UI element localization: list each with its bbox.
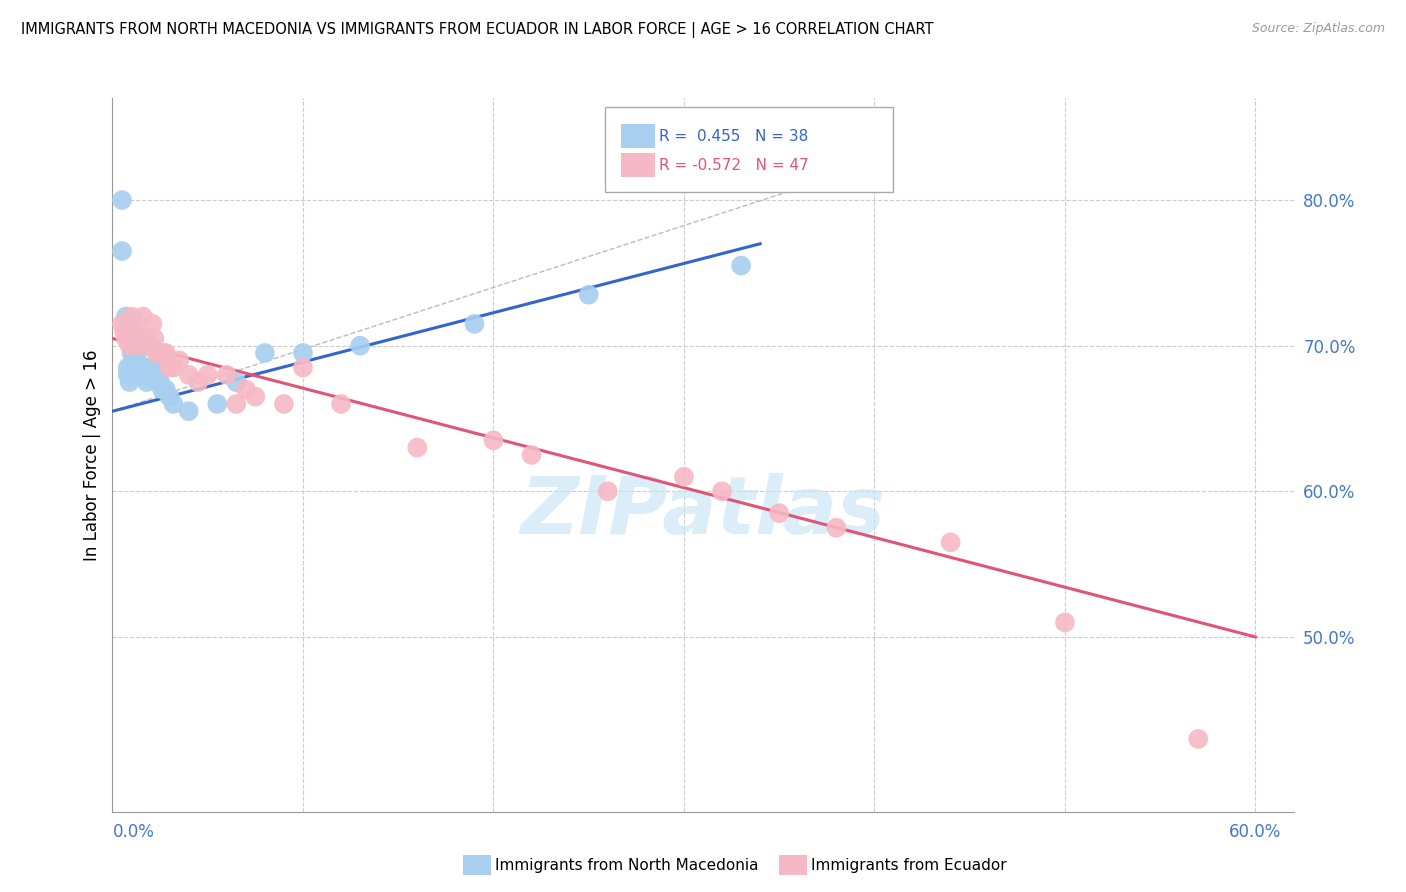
Point — [135, 375, 157, 389]
Point — [939, 535, 962, 549]
Point — [122, 346, 145, 360]
Point — [349, 339, 371, 353]
Point — [138, 339, 160, 353]
Point — [117, 331, 139, 345]
Point — [225, 397, 247, 411]
Point — [112, 324, 135, 338]
Point — [155, 383, 177, 397]
Point — [143, 360, 166, 375]
Point — [291, 360, 314, 375]
Point — [825, 521, 848, 535]
Point — [127, 331, 149, 345]
Point — [149, 375, 172, 389]
Text: 60.0%: 60.0% — [1229, 823, 1282, 841]
Point — [117, 360, 139, 375]
Point — [111, 244, 134, 258]
Text: 0.0%: 0.0% — [112, 823, 155, 841]
Point — [139, 339, 162, 353]
Point — [128, 360, 150, 375]
Point — [245, 390, 267, 404]
Point — [138, 368, 160, 382]
Point — [124, 324, 146, 338]
Point — [162, 360, 184, 375]
Y-axis label: In Labor Force | Age > 16: In Labor Force | Age > 16 — [83, 349, 101, 561]
Point — [167, 353, 190, 368]
Point — [139, 360, 162, 375]
Text: Source: ZipAtlas.com: Source: ZipAtlas.com — [1251, 22, 1385, 36]
Point — [135, 360, 157, 375]
Point — [463, 317, 485, 331]
Point — [177, 404, 200, 418]
Point — [127, 346, 149, 360]
Point — [159, 360, 181, 375]
Point — [520, 448, 543, 462]
Text: R = -0.572   N = 47: R = -0.572 N = 47 — [659, 158, 810, 172]
Point — [117, 368, 139, 382]
Point — [141, 317, 163, 331]
Point — [114, 310, 136, 324]
Point — [121, 346, 143, 360]
Text: ZIPatlas: ZIPatlas — [520, 473, 886, 551]
Point — [129, 339, 152, 353]
Point — [1187, 731, 1209, 746]
Point — [672, 469, 695, 483]
Point — [153, 346, 176, 360]
Point — [406, 441, 429, 455]
Point — [132, 360, 155, 375]
Point — [155, 346, 177, 360]
Point — [177, 368, 200, 382]
Point — [273, 397, 295, 411]
Point — [111, 193, 134, 207]
Point — [768, 506, 790, 520]
Point — [118, 339, 141, 353]
Point — [134, 331, 156, 345]
Point — [187, 375, 209, 389]
Point — [121, 310, 143, 324]
Point — [596, 484, 619, 499]
Point — [129, 360, 152, 375]
Point — [124, 353, 146, 368]
Point — [121, 324, 143, 338]
Text: R =  0.455   N = 38: R = 0.455 N = 38 — [659, 129, 808, 144]
Point — [711, 484, 734, 499]
Text: Immigrants from North Macedonia: Immigrants from North Macedonia — [495, 858, 758, 872]
Point — [128, 339, 150, 353]
Point — [330, 397, 353, 411]
Point — [118, 375, 141, 389]
Point — [132, 310, 155, 324]
Point — [578, 287, 600, 301]
Point — [122, 331, 145, 345]
Point — [124, 368, 146, 382]
Point — [482, 434, 505, 448]
Point — [235, 383, 257, 397]
Point — [143, 331, 166, 345]
Point — [197, 368, 219, 382]
Point — [730, 259, 752, 273]
Point — [129, 331, 152, 345]
Point — [150, 383, 173, 397]
Text: Immigrants from Ecuador: Immigrants from Ecuador — [811, 858, 1007, 872]
Point — [225, 375, 247, 389]
Point — [134, 368, 156, 382]
Point — [253, 346, 276, 360]
Point — [121, 360, 143, 375]
Point — [145, 346, 167, 360]
Point — [291, 346, 314, 360]
Point — [162, 397, 184, 411]
Point — [215, 368, 238, 382]
Point — [111, 317, 134, 331]
Point — [159, 390, 181, 404]
Point — [149, 346, 172, 360]
Text: IMMIGRANTS FROM NORTH MACEDONIA VS IMMIGRANTS FROM ECUADOR IN LABOR FORCE | AGE : IMMIGRANTS FROM NORTH MACEDONIA VS IMMIG… — [21, 22, 934, 38]
Point — [148, 375, 170, 389]
Point — [1053, 615, 1076, 630]
Point — [121, 331, 143, 345]
Point — [207, 397, 229, 411]
Point — [135, 331, 157, 345]
Point — [114, 331, 136, 345]
